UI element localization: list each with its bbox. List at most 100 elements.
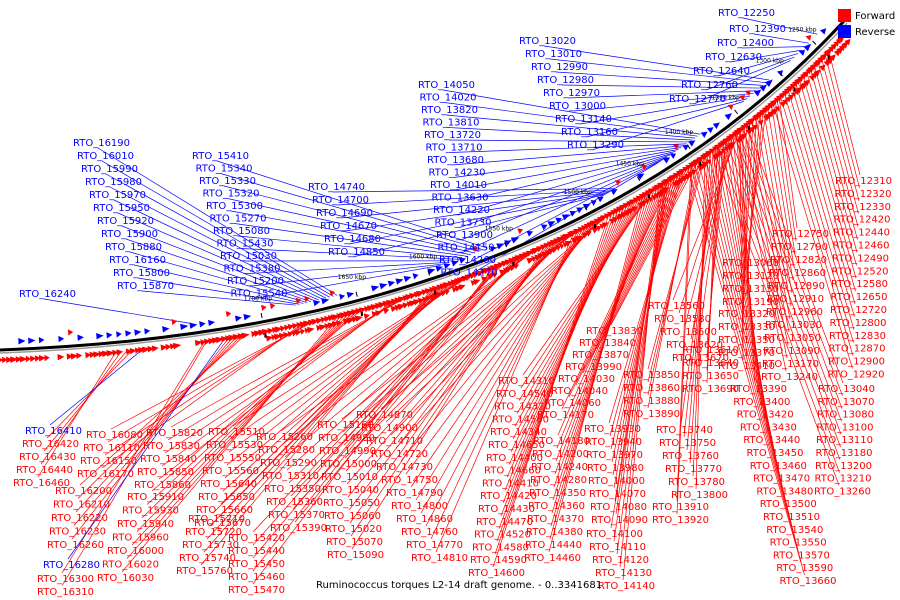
gene-label: RTO_14650: [488, 440, 545, 451]
connector-line: [742, 17, 818, 35]
gene-label: RTO_14590: [470, 555, 527, 566]
gene-forward: [57, 353, 65, 361]
gene-label: RTO_13730: [435, 218, 492, 229]
gene-label: RTO_16200: [55, 486, 112, 497]
gene-label: RTO_14030: [558, 374, 615, 385]
gene-forward: [735, 138, 741, 144]
gene-label: RTO_13820: [421, 105, 478, 116]
connector-line: [351, 245, 546, 550]
connector-line: [137, 277, 300, 305]
connector-line: [603, 162, 695, 338]
gene-forward: [307, 326, 315, 334]
gene-forward: [614, 180, 621, 186]
gene-reverse: [496, 243, 505, 250]
gene-label: RTO_14430: [478, 504, 535, 515]
connector-line: [141, 290, 296, 306]
gene-label: RTO_13400: [733, 397, 790, 408]
gene-reverse: [706, 127, 714, 134]
gene-forward: [172, 342, 182, 350]
gene-label: RTO_14320: [494, 402, 551, 413]
gene-forward: [458, 284, 466, 291]
gene-reverse: [38, 337, 45, 344]
gene-reverse: [435, 265, 443, 272]
gene-reverse: [540, 224, 548, 231]
gene-label: RTO_15660: [196, 505, 253, 516]
gene-label: RTO_15560: [202, 466, 259, 477]
gene-label: RTO_12460: [833, 241, 890, 252]
gene-label: RTO_16080: [86, 430, 143, 441]
gene-track-inner: [0, 34, 851, 364]
connector-line: [252, 267, 494, 585]
connector-line: [456, 151, 676, 203]
gene-label: RTO_13860: [623, 383, 680, 394]
gene-label: RTO_13210: [815, 474, 872, 485]
gene-label: RTO_13080: [817, 410, 874, 421]
gene-forward: [708, 148, 716, 155]
gene-forward: [151, 345, 159, 352]
connector-line: [255, 264, 441, 299]
gene-forward: [739, 95, 746, 101]
gene-reverse: [547, 221, 556, 228]
gene-label: RTO_12520: [832, 266, 889, 277]
connector-line: [608, 169, 685, 424]
gene-label: RTO_13020: [519, 36, 576, 47]
gene-label: RTO_16170: [77, 469, 134, 480]
connector-line: [557, 179, 670, 436]
connector-line: [717, 146, 840, 473]
gene-reverse: [412, 273, 419, 280]
gene-reverse: [379, 283, 388, 290]
gene-label: RTO_15670: [194, 518, 251, 529]
gene-forward: [101, 350, 111, 357]
gene-label: RTO_13430: [740, 422, 797, 433]
gene-forward: [165, 343, 172, 351]
gene-label: RTO_14410: [482, 478, 539, 489]
gene-label: RTO_13420: [737, 410, 794, 421]
tick-marker: [648, 194, 651, 199]
tick-label: 1250 kbp: [788, 27, 816, 34]
gene-reverse: [395, 278, 404, 285]
connector-line: [282, 250, 534, 445]
connector-line: [708, 152, 786, 499]
tick-mark: [427, 270, 430, 276]
gene-forward: [720, 149, 727, 155]
gene-label: RTO_12980: [537, 75, 594, 86]
gene-forward: [685, 164, 692, 171]
tick-label: 1600 kbp: [409, 253, 437, 260]
connector-line: [680, 145, 720, 425]
gene-label: RTO_16010: [77, 151, 134, 162]
gene-forward: [701, 160, 710, 168]
gene-label: RTO_12310: [835, 176, 892, 187]
gene-reverse: [371, 285, 380, 292]
gene-label: RTO_13010: [525, 49, 582, 60]
connector-line: [573, 93, 754, 112]
gene-forward: [585, 230, 592, 237]
connector-line: [43, 298, 192, 324]
gene-forward: [631, 206, 638, 213]
gene-label: RTO_13120: [722, 271, 779, 282]
connector-line: [780, 96, 854, 343]
connector-line: [492, 214, 610, 568]
gene-label: RTO_14260: [439, 255, 496, 266]
gene-label: RTO_14470: [476, 517, 533, 528]
connector-line: [683, 147, 717, 438]
gene-label: RTO_14370: [527, 514, 584, 525]
gene-reverse: [682, 144, 689, 151]
gene-label: RTO_13450: [747, 448, 804, 459]
gene-forward: [261, 304, 267, 311]
gene-label: RTO_15930: [122, 506, 179, 517]
gene-label: RTO_14680: [324, 234, 381, 245]
gene-label: RTO_14020: [420, 93, 477, 104]
gene-forward: [744, 90, 751, 97]
gene-label: RTO_15350: [264, 484, 321, 495]
connector-line: [774, 101, 797, 242]
gene-label: RTO_16410: [25, 426, 82, 437]
gene-label: RTO_14340: [490, 427, 547, 438]
tick-label: 1300 kbp: [756, 58, 784, 65]
connector-line: [751, 120, 791, 320]
gene-reverse: [662, 157, 671, 164]
connector-line: [813, 65, 859, 227]
gene-forward: [304, 295, 310, 303]
gene-reverse: [451, 260, 459, 267]
tick-marks: 1250 kbp 1300 kbp 1350 kbp 1400 kbp 1450 kbp…: [244, 27, 830, 338]
connector-line: [787, 89, 855, 317]
